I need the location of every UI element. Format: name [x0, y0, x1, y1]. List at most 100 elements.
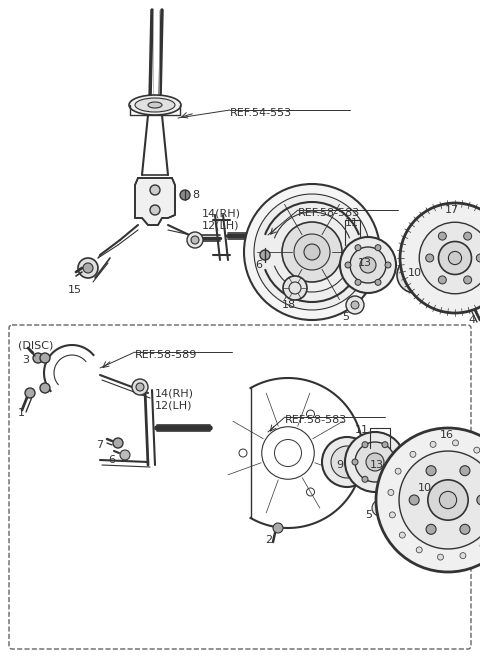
Circle shape [382, 441, 388, 447]
Text: 13: 13 [370, 460, 384, 470]
Circle shape [346, 296, 364, 314]
Circle shape [438, 232, 446, 240]
Text: 3: 3 [22, 355, 29, 365]
Circle shape [460, 552, 466, 559]
Text: (DISC): (DISC) [18, 340, 53, 350]
Circle shape [377, 505, 383, 511]
Text: REF.58-589: REF.58-589 [135, 350, 197, 360]
Circle shape [33, 353, 43, 363]
Text: 16: 16 [440, 430, 454, 440]
Circle shape [464, 276, 472, 284]
Circle shape [187, 232, 203, 248]
Circle shape [464, 232, 472, 240]
Circle shape [399, 451, 480, 549]
Circle shape [426, 524, 436, 534]
Text: 7: 7 [96, 440, 103, 450]
Circle shape [397, 257, 433, 293]
Text: 1: 1 [18, 408, 25, 418]
Text: 10: 10 [408, 268, 422, 278]
Circle shape [273, 523, 283, 533]
Circle shape [439, 241, 471, 274]
Circle shape [78, 258, 98, 278]
Text: REF.58-583: REF.58-583 [298, 208, 360, 218]
Circle shape [132, 379, 148, 395]
Circle shape [382, 476, 388, 482]
Circle shape [343, 250, 353, 260]
Circle shape [40, 353, 50, 363]
Circle shape [180, 190, 190, 200]
Circle shape [351, 301, 359, 309]
Circle shape [362, 476, 368, 482]
Circle shape [294, 234, 330, 270]
Circle shape [25, 388, 35, 398]
Circle shape [428, 480, 468, 520]
Circle shape [460, 466, 470, 476]
Circle shape [388, 489, 394, 495]
Circle shape [254, 194, 370, 310]
Circle shape [113, 438, 123, 448]
Circle shape [439, 491, 456, 508]
Circle shape [426, 254, 434, 262]
Circle shape [460, 524, 470, 534]
Circle shape [410, 451, 416, 457]
Circle shape [409, 495, 419, 505]
Circle shape [476, 254, 480, 262]
Circle shape [392, 459, 398, 465]
Circle shape [389, 512, 396, 518]
Circle shape [375, 279, 381, 285]
Ellipse shape [135, 98, 175, 112]
Circle shape [399, 532, 405, 538]
Polygon shape [135, 178, 175, 225]
Text: 18: 18 [282, 300, 296, 310]
Circle shape [83, 263, 93, 273]
Circle shape [345, 432, 405, 492]
Text: 15: 15 [68, 285, 82, 295]
Ellipse shape [148, 102, 162, 108]
Text: 5: 5 [342, 312, 349, 322]
Text: 11: 11 [345, 218, 359, 228]
Circle shape [437, 554, 444, 560]
Circle shape [362, 441, 368, 447]
Text: 8: 8 [192, 190, 199, 200]
Text: 11: 11 [355, 425, 369, 435]
Circle shape [191, 236, 199, 244]
Circle shape [244, 184, 380, 320]
Text: 14(RH): 14(RH) [202, 208, 241, 218]
Text: 12(LH): 12(LH) [155, 400, 192, 410]
Circle shape [355, 245, 361, 251]
Circle shape [400, 203, 480, 313]
Text: 17: 17 [445, 205, 459, 215]
Circle shape [413, 471, 447, 505]
Circle shape [376, 428, 480, 572]
Circle shape [260, 250, 270, 260]
Text: 6: 6 [108, 455, 115, 465]
Circle shape [395, 468, 401, 474]
Circle shape [453, 440, 458, 446]
Circle shape [150, 205, 160, 215]
Text: 6: 6 [255, 260, 262, 270]
Circle shape [150, 185, 160, 195]
Ellipse shape [129, 95, 181, 115]
Circle shape [360, 257, 376, 273]
Text: 5: 5 [365, 510, 372, 520]
Circle shape [331, 446, 363, 478]
Circle shape [304, 244, 320, 260]
Text: REF.58-583: REF.58-583 [285, 415, 347, 425]
Circle shape [340, 237, 396, 293]
Text: 12(LH): 12(LH) [202, 220, 240, 230]
Circle shape [136, 383, 144, 391]
Circle shape [282, 222, 342, 282]
Circle shape [474, 447, 480, 453]
Text: REF.54-553: REF.54-553 [230, 108, 292, 118]
Circle shape [422, 480, 438, 496]
Text: 10: 10 [418, 483, 432, 493]
Circle shape [345, 262, 351, 268]
Circle shape [40, 383, 50, 393]
Text: 14(RH): 14(RH) [155, 388, 194, 398]
Circle shape [430, 441, 436, 447]
Circle shape [350, 247, 386, 283]
Circle shape [372, 500, 388, 516]
Circle shape [322, 437, 372, 487]
Circle shape [385, 262, 391, 268]
Circle shape [426, 466, 436, 476]
